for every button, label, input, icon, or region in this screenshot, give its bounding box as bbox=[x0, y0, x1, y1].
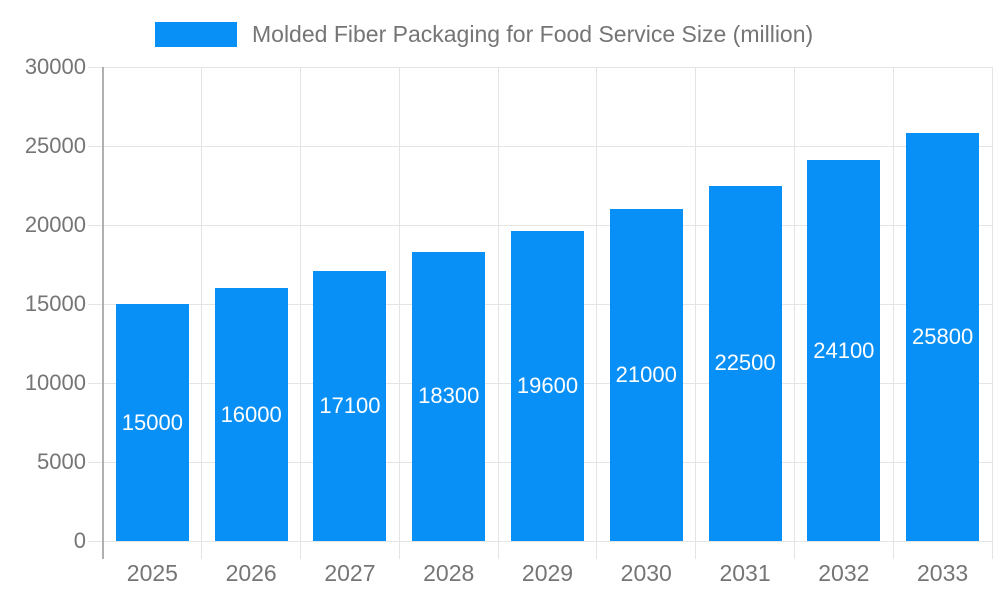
y-axis-tick-label: 20000 bbox=[24, 212, 86, 237]
x-axis-tick-label: 2033 bbox=[917, 560, 969, 586]
bar-2033[interactable] bbox=[906, 133, 980, 541]
x-axis-tick-label: 2027 bbox=[324, 560, 376, 586]
gridline-vertical bbox=[892, 67, 894, 559]
bar-value-label: 17100 bbox=[319, 392, 381, 418]
y-axis-tick-mark bbox=[88, 145, 103, 147]
bar-2028[interactable] bbox=[412, 251, 486, 541]
y-axis-tick-mark bbox=[88, 540, 103, 542]
y-axis-tick-mark bbox=[88, 461, 103, 463]
y-axis-tick-label: 15000 bbox=[24, 291, 86, 316]
legend-label: Molded Fiber Packaging for Food Service … bbox=[252, 21, 814, 47]
bar-value-label: 16000 bbox=[220, 401, 282, 427]
y-axis-tick-label: 30000 bbox=[24, 54, 86, 79]
gridline-horizontal bbox=[103, 540, 992, 542]
gridline-vertical bbox=[596, 67, 598, 559]
bar-value-label: 18300 bbox=[418, 383, 480, 409]
gridline-vertical bbox=[695, 67, 697, 559]
x-axis-tick-label: 2032 bbox=[818, 560, 870, 586]
bar-2025[interactable] bbox=[115, 304, 189, 541]
bar-2027[interactable] bbox=[313, 270, 387, 541]
x-axis-tick-label: 2030 bbox=[620, 560, 672, 586]
gridline-vertical bbox=[991, 67, 993, 559]
y-axis-tick-mark bbox=[88, 303, 103, 305]
gridline-vertical bbox=[398, 67, 400, 559]
y-axis-line bbox=[102, 67, 104, 559]
bar-2026[interactable] bbox=[214, 288, 288, 541]
legend[interactable]: Molded Fiber Packaging for Food Service … bbox=[155, 22, 813, 47]
gridline-vertical bbox=[793, 67, 795, 559]
x-axis-tick-label: 2026 bbox=[225, 560, 277, 586]
y-axis-tick-mark bbox=[88, 224, 103, 226]
x-axis-tick-label: 2025 bbox=[126, 560, 178, 586]
y-axis-tick-label: 0 bbox=[73, 528, 86, 553]
gridline-horizontal bbox=[103, 145, 992, 147]
bar-2029[interactable] bbox=[511, 231, 584, 541]
y-axis-tick-mark bbox=[88, 382, 103, 384]
bar-value-label: 22500 bbox=[714, 350, 776, 376]
y-axis-tick-label: 5000 bbox=[37, 449, 86, 474]
gridline-vertical bbox=[201, 67, 203, 559]
x-axis-tick-label: 2029 bbox=[521, 560, 574, 586]
gridline-horizontal bbox=[103, 224, 992, 226]
y-axis-tick-mark bbox=[88, 66, 103, 68]
bar-value-label: 24100 bbox=[813, 337, 875, 363]
gridline-vertical bbox=[300, 67, 302, 559]
gridline-horizontal bbox=[103, 66, 992, 68]
bar-value-label: 15000 bbox=[121, 409, 183, 435]
bar-2030[interactable] bbox=[609, 209, 683, 541]
gridline-vertical bbox=[497, 67, 499, 559]
bar-value-label: 25800 bbox=[912, 324, 974, 350]
bar-value-label: 21000 bbox=[615, 362, 677, 388]
x-axis-tick-label: 2031 bbox=[719, 560, 771, 586]
y-axis-tick-label: 10000 bbox=[24, 370, 86, 395]
x-axis-tick-label: 2028 bbox=[423, 560, 475, 586]
legend-swatch bbox=[155, 22, 237, 47]
bar-value-label: 19600 bbox=[516, 373, 579, 399]
bar-2032[interactable] bbox=[807, 160, 881, 541]
bar-2031[interactable] bbox=[708, 185, 782, 541]
y-axis-tick-label: 25000 bbox=[24, 133, 86, 158]
